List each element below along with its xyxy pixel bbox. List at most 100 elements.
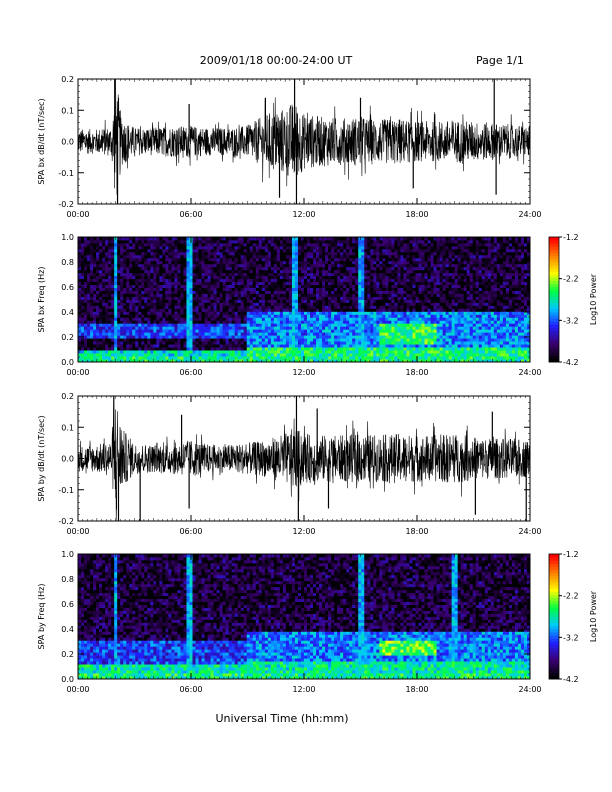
spectrogram-cell — [307, 257, 311, 262]
spectrogram-cell — [349, 344, 353, 348]
spectrogram-cell — [361, 281, 365, 286]
spectrogram-cell — [99, 284, 103, 288]
spectrogram-cell — [409, 320, 413, 324]
spectrogram-cell — [138, 281, 142, 286]
spectrogram-cell — [261, 263, 266, 268]
spectrogram-cell — [222, 284, 227, 288]
spectrogram-cell — [273, 266, 278, 271]
spectrogram-cell — [252, 248, 257, 253]
spectrogram-cell — [96, 323, 100, 327]
spectrogram-cell — [159, 266, 163, 271]
spectrogram-cell — [273, 239, 278, 244]
spectrogram-cell — [367, 251, 371, 256]
spectrogram-cell — [249, 254, 254, 259]
spectrogram-cell — [388, 237, 392, 241]
spectrogram-cell — [120, 237, 124, 241]
spectrogram-cell — [195, 326, 199, 330]
spectrogram-cell — [213, 329, 218, 333]
spectrogram-cell — [237, 314, 242, 318]
spectrogram-cell — [201, 302, 205, 306]
spectrogram-cell — [147, 320, 151, 324]
spectrogram-cell — [255, 272, 260, 277]
spectrogram-cell — [183, 245, 187, 250]
spectrogram-cell — [99, 254, 103, 259]
spectrogram-cell — [162, 317, 166, 321]
spectrogram-cell — [297, 257, 302, 262]
spectrogram-cell — [334, 237, 338, 241]
spectrogram-cell — [87, 284, 91, 288]
spectrogram-cell — [279, 296, 284, 300]
spectrogram-cell — [225, 242, 230, 247]
spectrogram-cell — [222, 278, 227, 283]
spectrogram-cell — [300, 239, 305, 244]
spectrogram-cell — [135, 248, 139, 253]
spectrogram-cell — [189, 344, 193, 348]
spectrogram-cell — [252, 311, 257, 315]
spectrogram-cell — [343, 359, 347, 363]
spectrogram-cell — [343, 251, 347, 256]
spectrogram-cell — [279, 237, 284, 241]
spectrogram-cell — [177, 341, 181, 345]
spectrogram-cell — [300, 266, 305, 271]
spectrogram-cell — [294, 248, 299, 253]
spectrogram-cell — [114, 239, 118, 244]
spectrogram-cell — [168, 257, 172, 262]
spectrogram-cell — [282, 305, 287, 309]
spectrogram-cell — [240, 284, 245, 288]
spectrogram-cell — [78, 299, 82, 303]
spectrogram-cell — [177, 338, 181, 342]
spectrogram-cell — [285, 245, 290, 250]
spectrogram-cell — [270, 272, 275, 277]
spectrogram-cell — [307, 248, 311, 253]
spectrogram-cell — [234, 248, 239, 253]
spectrogram-cell — [117, 308, 121, 312]
spectrogram-cell — [252, 254, 257, 259]
spectrogram-cell — [177, 329, 181, 333]
spectrogram-cell — [337, 317, 341, 321]
spectrogram-cell — [300, 248, 305, 253]
spectrogram-cell — [316, 290, 320, 294]
spectrogram-cell — [168, 305, 172, 309]
spectrogram-cell — [400, 356, 404, 360]
spectrogram-cell — [276, 311, 281, 315]
spectrogram-cell — [403, 242, 407, 247]
spectrogram-cell — [114, 305, 118, 309]
spectrogram-cell — [141, 311, 145, 315]
spectrogram-cell — [174, 257, 178, 262]
spectrogram-cell — [328, 248, 332, 253]
spectrogram-cell — [93, 326, 97, 330]
spectrogram-cell — [231, 329, 236, 333]
spectrogram-cell — [346, 311, 350, 315]
spectrogram-cell — [246, 305, 251, 309]
spectrogram-cell — [291, 347, 296, 351]
spectrogram-cell — [246, 296, 251, 300]
spectrogram-cell — [198, 290, 202, 294]
spectrogram-cell — [213, 332, 218, 336]
spectrogram-cell — [373, 269, 377, 274]
spectrogram-cell — [132, 311, 136, 315]
spectrogram-cell — [264, 302, 269, 306]
spectrogram-cell — [222, 335, 227, 339]
spectrogram-cell — [240, 305, 245, 309]
spectrogram-cell — [198, 335, 202, 339]
spectrogram-cell — [264, 347, 269, 351]
spectrogram-cell — [174, 278, 178, 283]
spectrogram-cell — [370, 278, 374, 283]
spectrogram-cell — [195, 344, 199, 348]
spectrogram-cell — [279, 245, 284, 250]
spectrogram-cell — [162, 296, 166, 300]
spectrogram-cell — [162, 344, 166, 348]
spectrogram-cell — [252, 326, 257, 330]
spectrogram-cell — [370, 302, 374, 306]
spectrogram-cell — [343, 356, 347, 360]
spectrogram-cell — [316, 329, 320, 333]
spectrogram-cell — [249, 293, 254, 297]
spectrogram-cell — [192, 237, 196, 241]
spectrogram-cell — [183, 308, 187, 312]
spectrogram-cell — [391, 299, 395, 303]
spectrogram-cell — [358, 293, 362, 297]
spectrogram-cell — [141, 278, 145, 283]
spectrogram-cell — [234, 260, 239, 265]
spectrogram-cell — [406, 308, 410, 312]
spectrogram-cell — [255, 311, 260, 315]
